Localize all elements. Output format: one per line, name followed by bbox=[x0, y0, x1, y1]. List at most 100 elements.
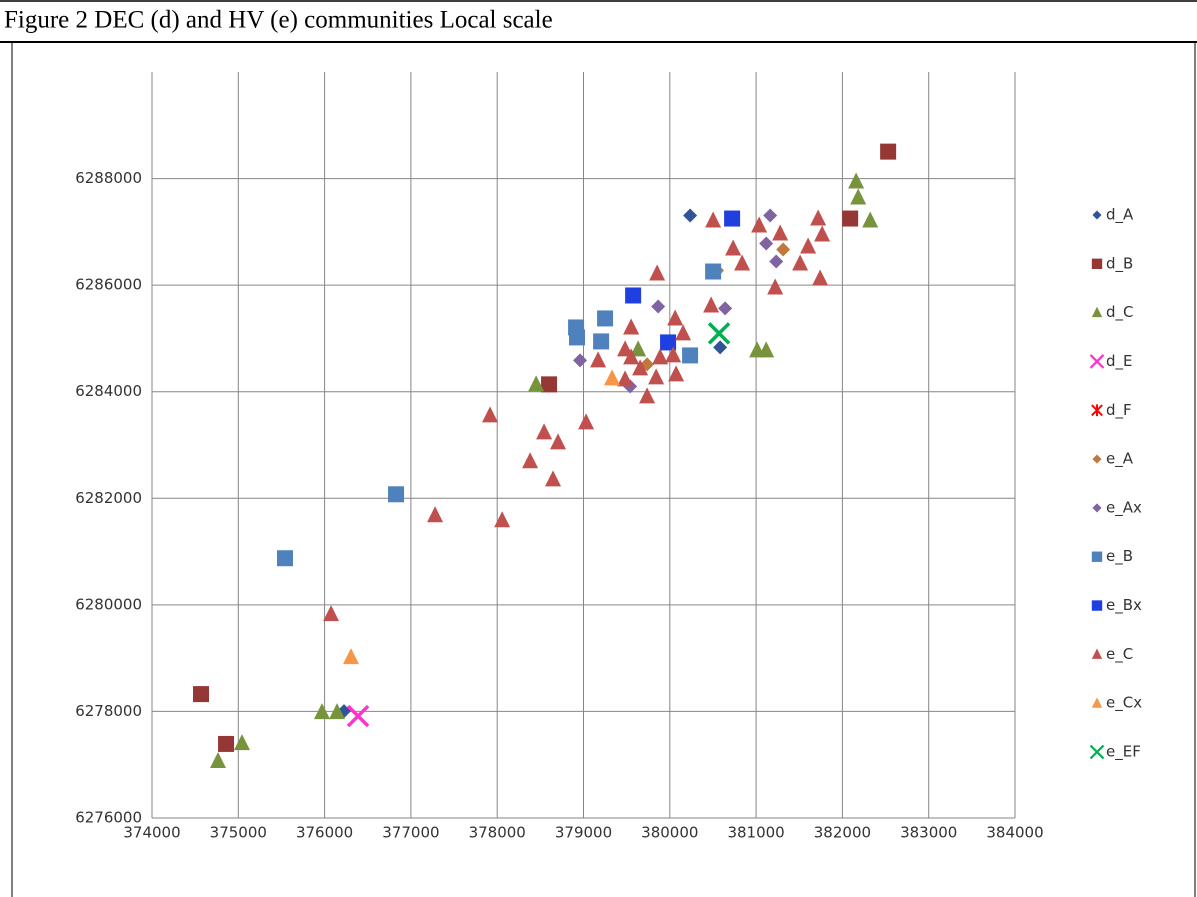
point bbox=[651, 299, 666, 314]
point bbox=[705, 263, 722, 280]
legend-marker bbox=[1091, 551, 1103, 562]
caption: Figure 2 DEC (d) and HV (e) communities … bbox=[4, 7, 553, 34]
point bbox=[276, 550, 293, 567]
legend-marker bbox=[1091, 648, 1103, 659]
point bbox=[675, 324, 692, 341]
legend-marker bbox=[1092, 454, 1102, 464]
point bbox=[427, 506, 444, 523]
point bbox=[682, 347, 699, 364]
point bbox=[772, 224, 789, 241]
point bbox=[528, 375, 545, 392]
point bbox=[734, 254, 751, 271]
point bbox=[218, 735, 235, 752]
point bbox=[388, 486, 405, 503]
point bbox=[593, 333, 610, 350]
y-tick-label: 6288000 bbox=[75, 169, 142, 187]
y-tick-label: 6286000 bbox=[75, 276, 142, 294]
point bbox=[810, 209, 827, 226]
point bbox=[751, 216, 768, 233]
point bbox=[314, 703, 331, 720]
point bbox=[639, 387, 656, 404]
legend-label: e_EF bbox=[1106, 743, 1141, 762]
y-tick-label: 6278000 bbox=[75, 702, 142, 720]
point bbox=[569, 329, 586, 346]
point bbox=[812, 269, 829, 286]
point bbox=[718, 301, 733, 316]
x-tick-label: 375000 bbox=[210, 824, 267, 842]
point bbox=[522, 452, 539, 469]
x-tick-label: 376000 bbox=[296, 824, 353, 842]
point bbox=[536, 423, 553, 440]
point bbox=[725, 239, 742, 256]
point bbox=[862, 211, 879, 228]
point bbox=[660, 334, 677, 351]
legend-marker bbox=[1089, 744, 1105, 760]
legend-marker bbox=[1091, 306, 1103, 318]
point bbox=[842, 210, 859, 227]
point bbox=[604, 369, 621, 386]
point bbox=[590, 351, 607, 368]
legend-label: e_B bbox=[1106, 547, 1133, 566]
point bbox=[769, 254, 784, 269]
x-tick-label: 377000 bbox=[382, 824, 439, 842]
legend-label: d_F bbox=[1106, 401, 1132, 420]
point bbox=[767, 278, 784, 295]
legend-marker bbox=[1089, 354, 1105, 369]
legend-label: d_C bbox=[1106, 303, 1134, 322]
point bbox=[343, 648, 360, 665]
legend-label: e_Bx bbox=[1106, 596, 1142, 615]
point bbox=[776, 242, 791, 257]
legend-label: e_A bbox=[1106, 450, 1134, 469]
point bbox=[759, 236, 774, 251]
point bbox=[573, 353, 588, 368]
point bbox=[346, 704, 370, 728]
point bbox=[648, 368, 665, 385]
legend-marker bbox=[1092, 503, 1102, 513]
x-tick-label: 383000 bbox=[900, 824, 957, 842]
legend-marker bbox=[1091, 258, 1103, 270]
legend-label: d_A bbox=[1106, 206, 1134, 225]
x-tick-label: 384000 bbox=[986, 824, 1043, 842]
point bbox=[703, 296, 720, 313]
point bbox=[814, 225, 831, 242]
y-tick-label: 6280000 bbox=[75, 595, 142, 613]
legend-marker bbox=[1091, 404, 1103, 417]
point bbox=[541, 376, 558, 393]
point bbox=[193, 686, 210, 703]
point bbox=[683, 208, 698, 223]
point bbox=[667, 309, 684, 326]
point bbox=[668, 365, 685, 382]
point bbox=[625, 287, 642, 304]
point bbox=[482, 406, 499, 423]
legend-label: e_Cx bbox=[1106, 694, 1142, 713]
point bbox=[329, 703, 346, 720]
legend-label: d_E bbox=[1106, 352, 1133, 371]
point bbox=[550, 433, 567, 450]
point bbox=[545, 470, 562, 487]
point bbox=[623, 348, 640, 365]
point bbox=[800, 237, 817, 254]
legend-label: e_C bbox=[1106, 645, 1133, 664]
point bbox=[848, 172, 865, 189]
point bbox=[880, 143, 897, 160]
x-tick-label: 378000 bbox=[469, 824, 526, 842]
point bbox=[763, 208, 778, 223]
point bbox=[850, 188, 867, 205]
y-tick-label: 6276000 bbox=[75, 809, 142, 827]
x-tick-label: 381000 bbox=[727, 824, 784, 842]
point bbox=[632, 359, 649, 376]
x-tick-label: 374000 bbox=[123, 824, 180, 842]
point bbox=[623, 318, 640, 335]
y-tick-label: 6282000 bbox=[75, 489, 142, 507]
x-tick-label: 380000 bbox=[641, 824, 698, 842]
legend-label: e_Ax bbox=[1106, 498, 1142, 517]
point bbox=[234, 734, 251, 751]
y-tick-label: 6284000 bbox=[75, 382, 142, 400]
point bbox=[494, 511, 511, 528]
point bbox=[210, 752, 227, 769]
point bbox=[630, 340, 647, 357]
legend-marker bbox=[1091, 697, 1103, 708]
point bbox=[578, 413, 595, 430]
point bbox=[652, 348, 669, 365]
legend-marker bbox=[1092, 210, 1102, 220]
